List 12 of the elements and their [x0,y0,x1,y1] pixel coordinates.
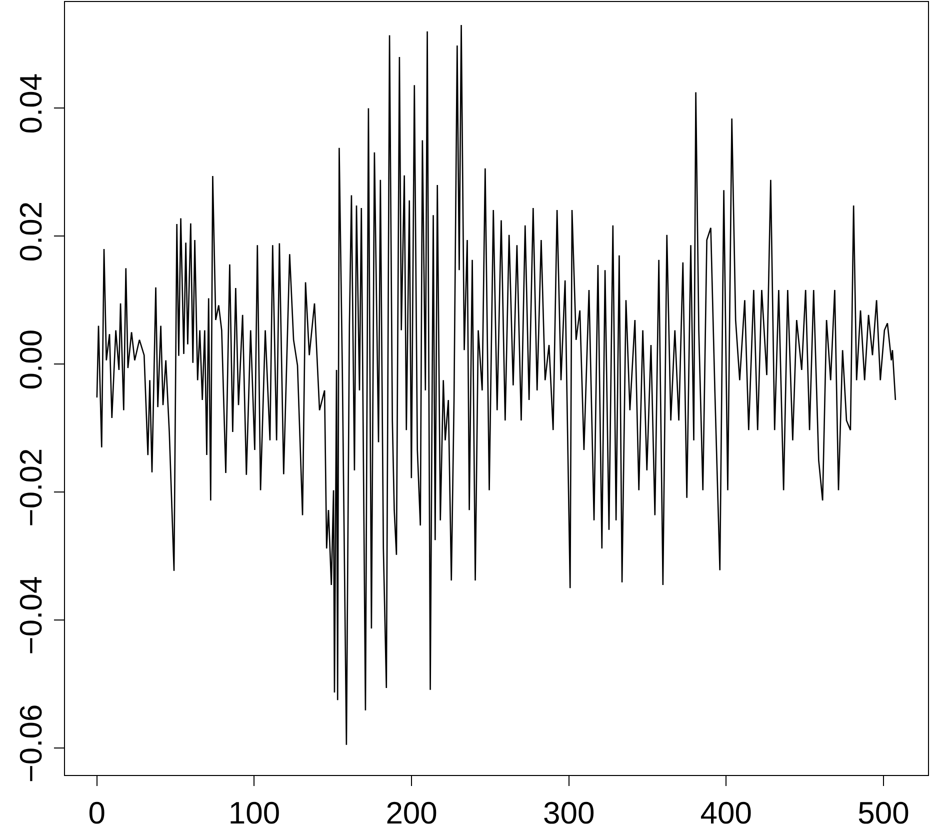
x-tick-label: 200 [386,795,438,830]
y-tick-label: 0.02 [13,201,48,262]
y-tick-label: −0.02 [13,448,48,527]
y-tick-label: 0.00 [13,329,48,390]
x-tick-label: 300 [542,795,595,830]
x-tick-label: 400 [700,795,752,830]
y-tick-label: 0.04 [13,73,48,134]
y-tick-label: −0.06 [13,704,48,783]
x-tick-label: 100 [228,795,280,830]
y-tick-label: −0.04 [13,576,48,655]
x-tick-label: 0 [88,795,106,830]
x-tick-label: 500 [858,795,910,830]
